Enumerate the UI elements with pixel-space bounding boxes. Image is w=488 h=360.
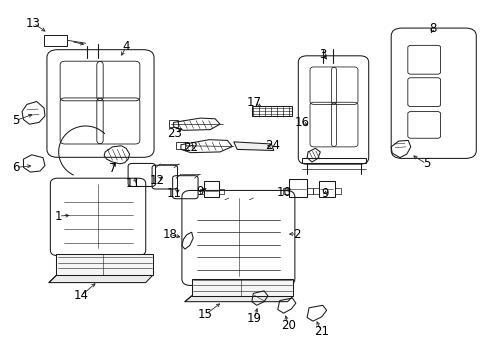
Text: 9: 9 <box>195 185 203 198</box>
Text: 23: 23 <box>167 127 182 140</box>
Text: 1: 1 <box>55 210 62 222</box>
Text: 16: 16 <box>294 116 309 129</box>
Bar <box>176 142 184 149</box>
Text: 19: 19 <box>246 312 261 325</box>
Text: 24: 24 <box>265 139 280 152</box>
Text: 8: 8 <box>428 22 436 35</box>
Polygon shape <box>233 142 273 150</box>
Polygon shape <box>191 279 293 296</box>
Text: 15: 15 <box>198 308 212 321</box>
Text: 7: 7 <box>108 162 116 175</box>
Polygon shape <box>49 275 152 283</box>
Polygon shape <box>184 296 293 302</box>
Text: 3: 3 <box>318 48 326 60</box>
Bar <box>168 120 177 127</box>
Text: 9: 9 <box>321 187 328 200</box>
Text: 20: 20 <box>281 319 295 332</box>
Text: 22: 22 <box>183 141 198 154</box>
Bar <box>44 35 67 46</box>
Text: 11: 11 <box>166 187 181 200</box>
Text: 10: 10 <box>277 186 291 199</box>
Text: 14: 14 <box>73 289 88 302</box>
Polygon shape <box>56 254 152 275</box>
Text: 13: 13 <box>26 17 41 30</box>
Text: 6: 6 <box>12 161 20 174</box>
Text: 18: 18 <box>163 228 177 241</box>
Text: 12: 12 <box>150 174 164 186</box>
Text: 4: 4 <box>122 40 130 53</box>
Text: 17: 17 <box>246 96 261 109</box>
Text: 11: 11 <box>125 177 140 190</box>
Text: 21: 21 <box>314 325 328 338</box>
Text: 5: 5 <box>12 114 20 127</box>
Text: 2: 2 <box>293 228 301 240</box>
Text: 5: 5 <box>422 157 429 170</box>
